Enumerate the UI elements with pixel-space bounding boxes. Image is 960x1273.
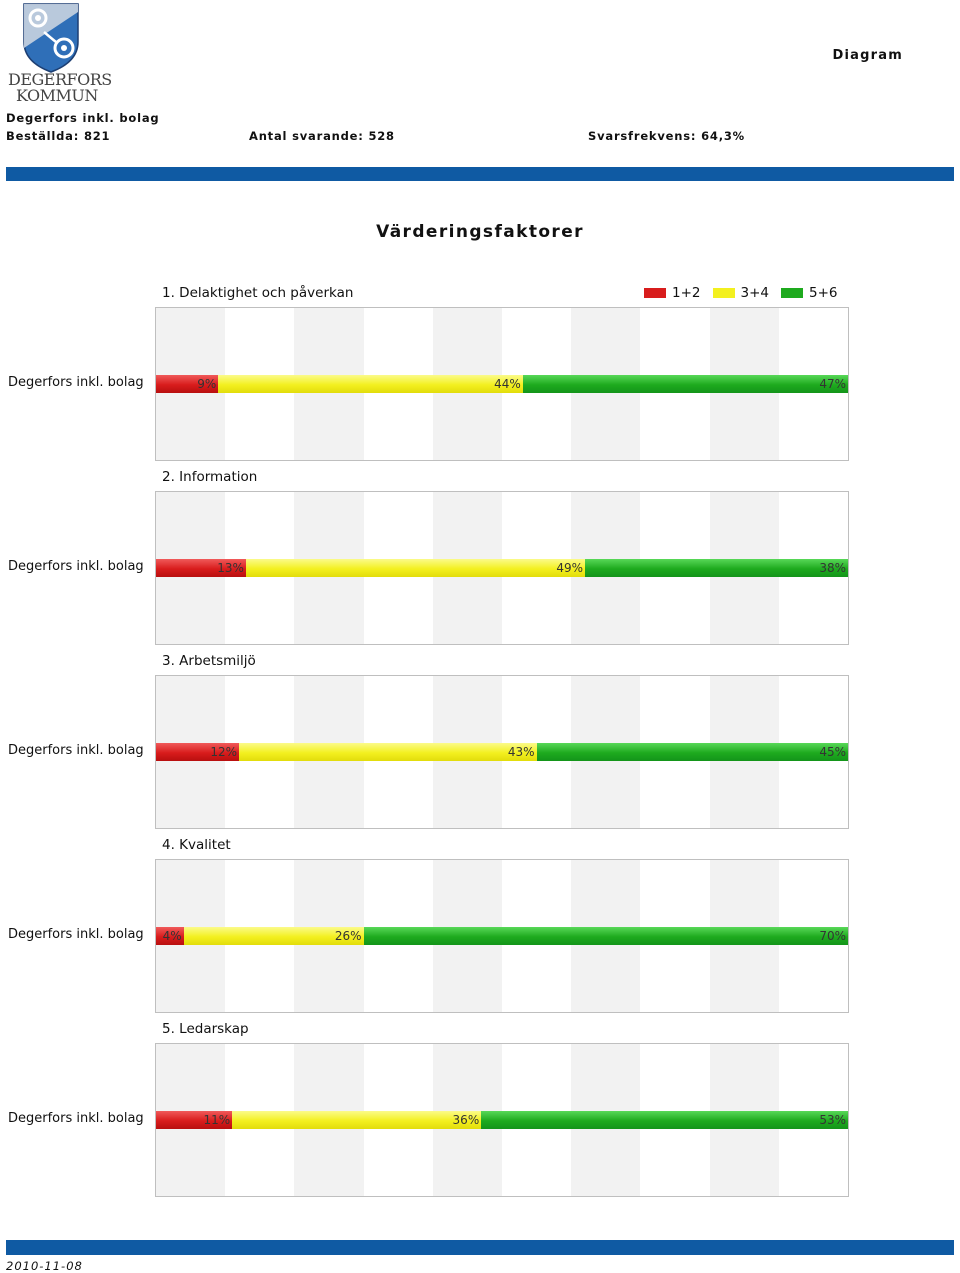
data-label: 4% [162,929,182,943]
bar-segment-5-6: 53% [481,1111,848,1129]
bar-segment-5-6: 45% [536,743,848,761]
chart-plot-area: 12% 43% 45% [155,675,849,829]
bar-segment-5-6: 38% [585,559,848,577]
chart-3: 3. Arbetsmiljö 12% 43% 45% Degerfors inkl. b… [0,653,960,837]
legend-label: 3+4 [740,285,770,301]
chart-title: 5. Ledarskap [162,1021,249,1037]
category-label: Degerfors inkl. bolag [8,927,144,942]
bar-segment-5-6: 70% [363,927,848,945]
chart-5: 5. Ledarskap 11% 36% 53% Degerfors inkl. bol… [0,1021,960,1205]
category-label: Degerfors inkl. bolag [8,1111,144,1126]
chart-title: 4. Kvalitet [162,837,231,853]
chart-title: 3. Arbetsmiljö [162,653,256,669]
data-label: 44% [494,377,521,391]
legend-item-1: 1+2 [644,285,701,301]
chart-plot-area: 13% 49% 38% [155,491,849,645]
data-label: 36% [452,1113,480,1127]
legend-item-3: 5+6 [781,285,838,301]
coat-of-arms-icon [23,3,79,73]
bar-segment-1-2: 13% [156,559,246,577]
footer-blue-bar [6,1240,954,1255]
legend-label: 5+6 [809,285,838,301]
data-label: 43% [507,745,535,759]
data-label: 70% [819,929,846,943]
bar-segment-5-6: 47% [522,375,848,393]
bar-segment-3-4: 26% [183,927,364,945]
bar-segment-3-4: 43% [239,743,537,761]
bar-segment-1-2: 12% [156,743,240,761]
header-diagram-label: Diagram [832,48,903,63]
category-label: Degerfors inkl. bolag [8,559,144,574]
stacked-bar: 13% 49% 38% [156,559,848,577]
data-label: 49% [556,561,584,575]
bar-segment-1-2: 11% [156,1111,233,1129]
data-label: 53% [819,1113,846,1127]
data-label: 38% [819,561,846,575]
chart-title: 2. Information [162,469,258,485]
footer-date: 2010-11-08 [6,1259,83,1273]
respondent-count: Antal svarande: 528 [249,129,395,143]
legend-swatch [644,288,666,298]
stacked-bar: 9% 44% 47% [156,375,848,393]
data-label: 12% [210,745,238,759]
chart-plot-area: 9% 44% 47% [155,307,849,461]
logo-wordmark: DEGERFORS KOMMUN [8,72,112,104]
chart-title: 1. Delaktighet och påverkan [162,285,354,301]
data-label: 9% [197,377,217,391]
data-label: 13% [217,561,244,575]
logo-line-2: KOMMUN [16,86,98,105]
data-label: 47% [819,377,846,391]
category-label: Degerfors inkl. bolag [8,743,144,758]
bar-segment-3-4: 44% [218,375,523,393]
bar-segment-1-2: 9% [156,375,219,393]
org-name: Degerfors inkl. bolag [6,111,160,125]
data-label: 26% [334,929,362,943]
stacked-bar: 11% 36% 53% [156,1111,848,1129]
ordered-count: Beställda: 821 [6,129,111,143]
degerfors-logo [6,2,98,108]
page-title: Värderingsfaktorer [376,222,584,242]
chart-plot-area: 4% 26% 70% [155,859,849,1013]
response-rate: Svarsfrekvens: 64,3% [588,129,746,143]
bar-segment-3-4: 36% [232,1111,482,1129]
data-label: 45% [819,745,846,759]
bar-segment-1-2: 4% [156,927,184,945]
chart-legend: 1+2 3+4 5+6 [644,285,850,301]
legend-item-2: 3+4 [712,285,770,301]
header-blue-bar [6,167,954,181]
chart-2: 2. Information 13% 49% 38% Degerfors inkl. b… [0,469,960,653]
legend-label: 1+2 [672,285,701,301]
data-label: 11% [203,1113,231,1127]
legend-swatch [712,288,735,298]
logo-line-1: DEGERFORS [8,70,112,89]
bar-segment-3-4: 49% [245,559,586,577]
stacked-bar: 12% 43% 45% [156,743,848,761]
legend-swatch [781,288,803,298]
category-label: Degerfors inkl. bolag [8,375,144,390]
chart-1: 1. Delaktighet och påverkan 9% 44% 47% Deger… [0,285,960,469]
stacked-bar: 4% 26% 70% [156,927,848,945]
chart-4: 4. Kvalitet 4% 26% 70% Degerfors inkl. bolag [0,837,960,1021]
chart-plot-area: 11% 36% 53% [155,1043,849,1197]
